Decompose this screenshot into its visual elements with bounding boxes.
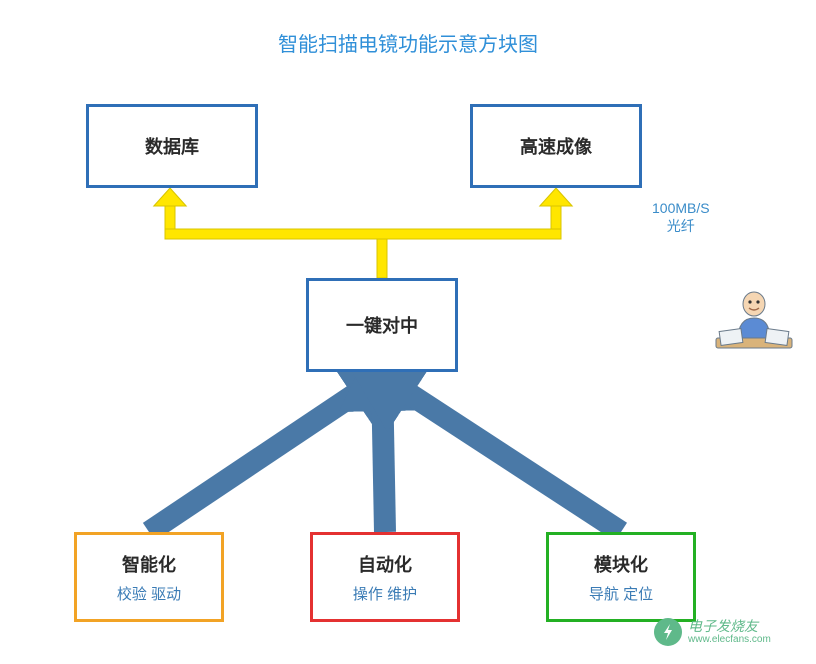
yellow-connector — [154, 188, 572, 278]
node-intelligent-sub: 校验 驱动 — [117, 583, 181, 604]
node-modular-label: 模块化 — [594, 551, 648, 577]
diagram-title: 智能扫描电镜功能示意方块图 — [0, 28, 816, 57]
node-modular: 模块化 导航 定位 — [546, 532, 696, 622]
node-auto-label: 自动化 — [358, 551, 412, 577]
node-intelligent-label: 智能化 — [122, 551, 176, 577]
node-imaging-label: 高速成像 — [520, 133, 592, 159]
watermark: 电子发烧友 www.elecfans.com — [654, 618, 771, 646]
blue-arrows — [149, 376, 621, 532]
fiber-annotation-line1: 100MB/S — [652, 200, 710, 216]
watermark-icon — [654, 618, 682, 646]
node-auto-sub: 操作 维护 — [353, 583, 417, 604]
node-modular-sub: 导航 定位 — [589, 583, 653, 604]
watermark-text-top: 电子发烧友 — [688, 619, 771, 634]
node-auto: 自动化 操作 维护 — [310, 532, 460, 622]
node-intelligent: 智能化 校验 驱动 — [74, 532, 224, 622]
node-center: 一键对中 — [306, 278, 458, 372]
node-database-label: 数据库 — [145, 133, 199, 159]
node-database: 数据库 — [86, 104, 258, 188]
node-center-label: 一键对中 — [346, 312, 418, 338]
person-icon — [716, 292, 792, 348]
fiber-annotation: 100MB/S 光纤 — [652, 200, 710, 236]
fiber-annotation-line2: 光纤 — [652, 216, 710, 236]
watermark-text-bottom: www.elecfans.com — [688, 634, 771, 645]
node-imaging: 高速成像 — [470, 104, 642, 188]
